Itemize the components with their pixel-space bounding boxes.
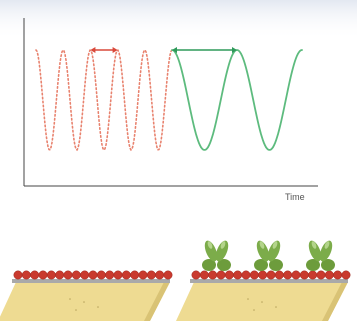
molecule-lobe <box>217 259 231 271</box>
substrate-speck <box>247 298 249 300</box>
bead <box>308 270 318 280</box>
bead <box>130 270 140 280</box>
fast-period-marker <box>90 47 118 53</box>
panel-coated-surface <box>176 240 351 321</box>
molecule-highlight <box>220 241 226 249</box>
fast-period-marker-arrow-left <box>90 47 96 53</box>
substrate-speck <box>97 306 99 308</box>
substrate-edge <box>322 282 348 321</box>
bead <box>316 270 326 280</box>
bead <box>146 270 156 280</box>
fast-oscillation-trace <box>35 48 173 152</box>
molecule-highlight <box>259 241 265 249</box>
bead <box>283 270 293 280</box>
molecule-lobe <box>269 259 283 271</box>
bead <box>191 270 201 280</box>
molecule-highlight <box>324 241 330 249</box>
bead <box>71 270 81 280</box>
bead <box>155 270 165 280</box>
bead <box>241 270 251 280</box>
bead <box>333 270 343 280</box>
bead <box>46 270 56 280</box>
molecule-arm <box>308 240 322 262</box>
panel-layer <box>0 240 351 321</box>
bead <box>208 270 218 280</box>
bead <box>258 270 268 280</box>
bead <box>249 270 259 280</box>
molecule-highlight <box>207 241 213 249</box>
bound-molecule <box>202 240 231 271</box>
slow-period-marker-arrow-right <box>232 47 237 53</box>
substrate-speck <box>261 301 263 303</box>
bead <box>121 270 131 280</box>
molecule-lobe <box>321 259 335 271</box>
molecule-highlight <box>311 241 317 249</box>
molecule-arm <box>256 240 270 262</box>
substrate-speck <box>69 298 71 300</box>
molecule-highlight <box>272 241 278 249</box>
bead <box>341 270 351 280</box>
molecule-lobe <box>254 259 268 271</box>
bead <box>88 270 98 280</box>
substrate-speck <box>75 309 77 311</box>
bead <box>63 270 73 280</box>
substrate-speck <box>83 301 85 303</box>
bound-molecule <box>254 240 283 271</box>
bead <box>96 270 106 280</box>
substrate-speck <box>275 306 277 308</box>
bead <box>299 270 309 280</box>
molecule-arm <box>319 240 333 262</box>
base-layer <box>190 279 348 283</box>
slow-oscillation-trace <box>171 49 303 151</box>
slow-period-marker <box>172 47 237 53</box>
bead <box>105 270 115 280</box>
substrate-edge <box>144 282 170 321</box>
bead <box>163 270 173 280</box>
molecule-arm <box>267 240 281 262</box>
fast-period-marker-arrow-right <box>112 47 118 53</box>
bead <box>233 270 243 280</box>
base-layer <box>12 279 170 283</box>
bead <box>38 270 48 280</box>
bead <box>21 270 31 280</box>
slow-period-marker-arrow-left <box>172 47 177 53</box>
bead <box>224 270 234 280</box>
bead <box>80 270 90 280</box>
molecule-lobe <box>202 259 216 271</box>
molecule-arm <box>215 240 229 262</box>
bead <box>216 270 226 280</box>
substrate <box>0 282 170 321</box>
bead <box>55 270 65 280</box>
x-axis-label: Time <box>285 192 305 202</box>
bead <box>291 270 301 280</box>
bead <box>138 270 148 280</box>
bead <box>266 270 276 280</box>
bead <box>274 270 284 280</box>
molecule-arm <box>204 240 218 262</box>
bead <box>324 270 334 280</box>
top-fade <box>0 0 357 40</box>
trace-layer <box>35 47 303 152</box>
bound-molecule <box>306 240 335 271</box>
molecule-lobe <box>306 259 320 271</box>
bead <box>13 270 23 280</box>
bead <box>199 270 209 280</box>
panel-bare-surface <box>0 270 173 321</box>
substrate-speck <box>253 309 255 311</box>
bead <box>113 270 123 280</box>
bead <box>30 270 40 280</box>
